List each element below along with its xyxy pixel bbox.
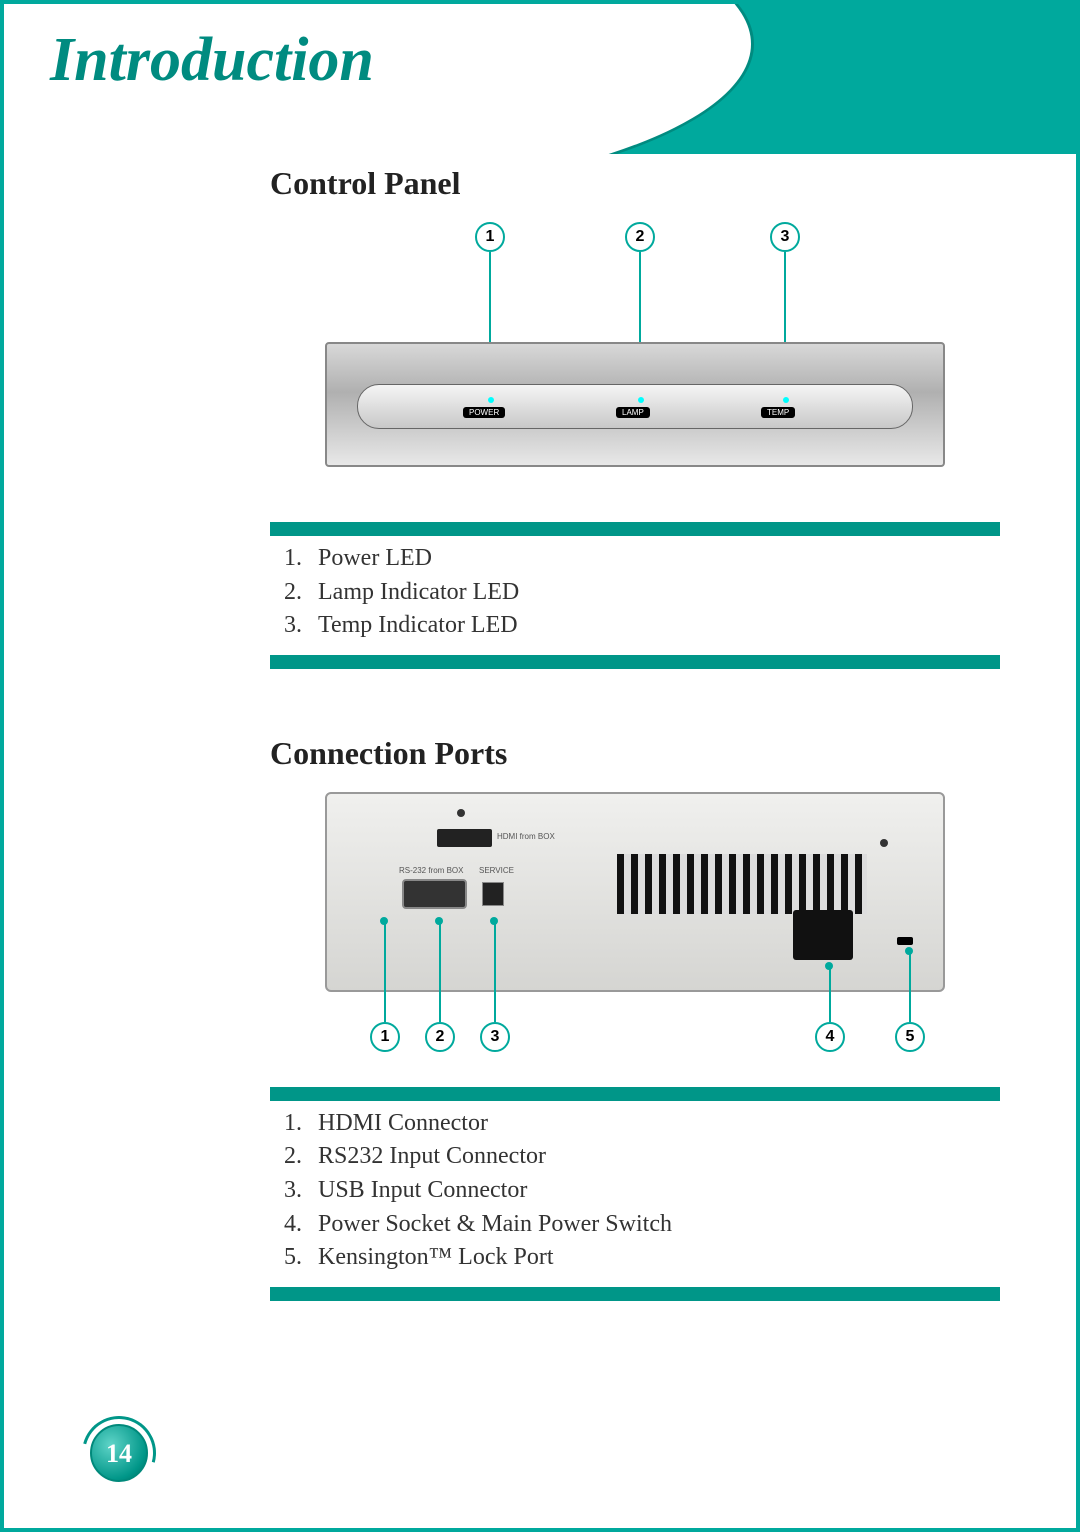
power-led-label: POWER (463, 407, 505, 418)
callout-1: 1 (475, 222, 505, 252)
callout-line-p5 (909, 952, 911, 1022)
hdmi-port-icon (437, 829, 492, 847)
service-label: SERVICE (479, 866, 514, 875)
power-led-icon (488, 397, 494, 403)
section-heading-connection-ports: Connection Ports (270, 735, 1000, 772)
callout-p3: 3 (480, 1022, 510, 1052)
callout-p4: 4 (815, 1022, 845, 1052)
ports-device: HDMI from BOX RS-232 from BOX SERVICE (325, 792, 945, 992)
list-item: Lamp Indicator LED (308, 576, 1000, 610)
callout-p5: 5 (895, 1022, 925, 1052)
list-item: Power LED (308, 542, 1000, 576)
callout-2: 2 (625, 222, 655, 252)
list-item: Power Socket & Main Power Switch (308, 1208, 1000, 1242)
divider-top-1 (270, 522, 1000, 536)
screw-icon (457, 809, 465, 817)
control-panel-diagram: 1 2 3 POWER LAMP TEMP (325, 222, 945, 502)
power-socket-icon (793, 910, 853, 960)
callout-3: 3 (770, 222, 800, 252)
list-item: RS232 Input Connector (308, 1140, 1000, 1174)
callout-p1: 1 (370, 1022, 400, 1052)
callout-dot-p2 (435, 917, 443, 925)
page-title: Introduction (50, 25, 374, 96)
divider-bottom-2 (270, 1287, 1000, 1301)
callout-dot-p5 (905, 947, 913, 955)
callout-line-p1 (384, 922, 386, 1022)
list-item: USB Input Connector (308, 1174, 1000, 1208)
callout-line-p3 (494, 922, 496, 1022)
usb-port-icon (482, 882, 504, 906)
hdmi-label: HDMI from BOX (497, 832, 555, 841)
callout-dot-p3 (490, 917, 498, 925)
rs232-label: RS-232 from BOX (399, 866, 463, 875)
control-panel-strip: POWER LAMP TEMP (357, 384, 913, 429)
connection-ports-diagram: HDMI from BOX RS-232 from BOX SERVICE 1 … (325, 792, 945, 1072)
temp-led-label: TEMP (761, 407, 795, 418)
control-panel-device: POWER LAMP TEMP (325, 342, 945, 467)
content-area: Control Panel 1 2 3 POWER LAMP TEMP Powe… (270, 165, 1000, 1307)
connection-ports-list: HDMI Connector RS232 Input Connector USB… (270, 1107, 1000, 1275)
callout-line-p4 (829, 967, 831, 1022)
kensington-lock-icon (897, 937, 913, 945)
list-item: Temp Indicator LED (308, 609, 1000, 643)
section-heading-control-panel: Control Panel (270, 165, 1000, 202)
temp-led-icon (783, 397, 789, 403)
rs232-port-icon (402, 879, 467, 909)
divider-top-2 (270, 1087, 1000, 1101)
callout-dot-p4 (825, 962, 833, 970)
control-panel-list: Power LED Lamp Indicator LED Temp Indica… (270, 542, 1000, 643)
screw-icon (880, 839, 888, 847)
callout-dot-p1 (380, 917, 388, 925)
vent-icon (617, 854, 867, 914)
callout-p2: 2 (425, 1022, 455, 1052)
callout-line-p2 (439, 922, 441, 1022)
list-item: Kensington™ Lock Port (308, 1241, 1000, 1275)
lamp-led-icon (638, 397, 644, 403)
lamp-led-label: LAMP (616, 407, 650, 418)
page-number-badge: 14 (90, 1424, 148, 1482)
list-item: HDMI Connector (308, 1107, 1000, 1141)
divider-bottom-1 (270, 655, 1000, 669)
